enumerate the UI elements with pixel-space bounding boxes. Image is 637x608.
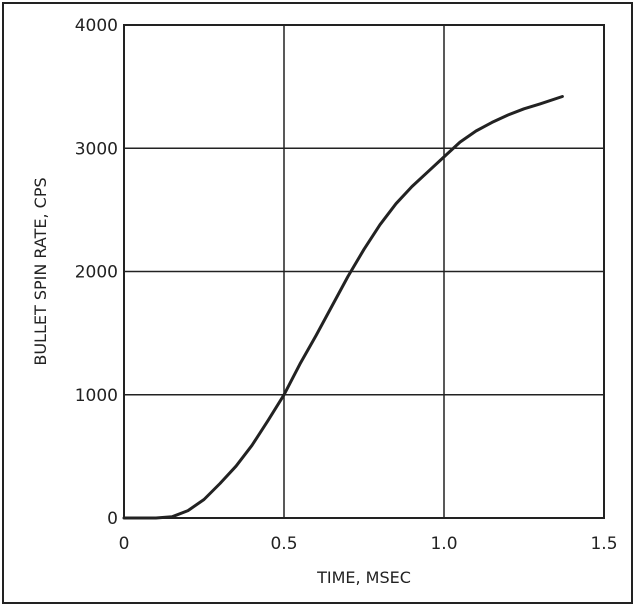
- y-tick-label: 3000: [75, 139, 118, 159]
- grid-lines: [124, 25, 604, 518]
- y-tick-label: 0: [107, 509, 118, 529]
- x-axis-label: TIME, MSEC: [316, 568, 411, 587]
- x-tick-label: 1.5: [590, 534, 617, 554]
- x-tick-label: 1.0: [430, 534, 457, 554]
- x-tick-label: 0.5: [270, 534, 297, 554]
- y-tick-label: 1000: [75, 386, 118, 406]
- y-tick-label: 2000: [75, 263, 118, 283]
- x-tick-labels: 0 0.5 1.0 1.5: [119, 534, 618, 554]
- plot-area-border: [123, 24, 605, 519]
- y-axis-label: BULLET SPIN RATE, CPS: [31, 177, 50, 365]
- y-tick-labels: 0 1000 2000 3000 4000: [75, 16, 118, 529]
- spin-rate-curve: [122, 95, 564, 520]
- x-tick-label: 0: [119, 534, 130, 554]
- y-tick-label: 4000: [75, 16, 118, 36]
